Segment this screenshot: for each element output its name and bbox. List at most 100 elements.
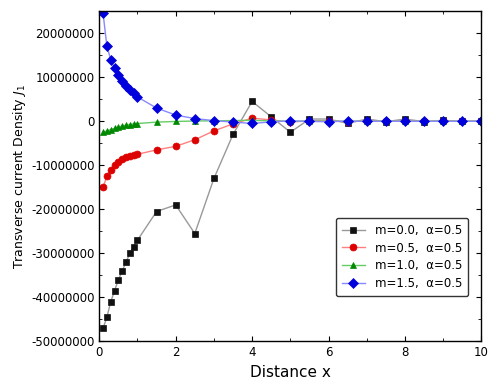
m=1.5,  α=0.5 — [364, 119, 370, 124]
m=0.0,  α=0.5 — [326, 117, 332, 121]
m=0.5,  α=0.5 — [383, 119, 389, 124]
m=1.0,  α=0.5 — [383, 119, 389, 124]
m=0.0,  α=0.5 — [268, 115, 274, 119]
m=0.0,  α=0.5 — [104, 315, 110, 319]
m=0.5,  α=0.5 — [230, 122, 236, 126]
m=0.5,  α=0.5 — [134, 152, 140, 157]
m=1.5,  α=0.5 — [119, 78, 125, 83]
m=0.5,  α=0.5 — [127, 154, 133, 158]
m=1.5,  α=0.5 — [288, 118, 294, 123]
m=1.0,  α=0.5 — [100, 130, 106, 135]
m=0.5,  α=0.5 — [326, 118, 332, 123]
m=1.5,  α=0.5 — [108, 57, 114, 62]
m=0.5,  α=0.5 — [211, 129, 217, 133]
m=0.5,  α=0.5 — [364, 118, 370, 123]
m=0.0,  α=0.5 — [230, 132, 236, 137]
Line: m=1.0,  α=0.5: m=1.0, α=0.5 — [100, 117, 485, 136]
m=1.5,  α=0.5 — [249, 121, 255, 126]
m=1.0,  α=0.5 — [288, 119, 294, 124]
m=1.0,  α=0.5 — [344, 119, 350, 124]
m=1.0,  α=0.5 — [230, 118, 236, 123]
Line: m=0.0,  α=0.5: m=0.0, α=0.5 — [100, 98, 485, 332]
m=1.0,  α=0.5 — [211, 118, 217, 123]
m=0.0,  α=0.5 — [100, 326, 106, 331]
m=1.5,  α=0.5 — [344, 119, 350, 124]
m=0.0,  α=0.5 — [344, 121, 350, 126]
m=1.0,  α=0.5 — [172, 119, 178, 124]
m=0.5,  α=0.5 — [100, 185, 106, 190]
m=1.0,  α=0.5 — [421, 119, 427, 124]
m=1.5,  α=0.5 — [306, 119, 312, 124]
m=0.5,  α=0.5 — [478, 119, 484, 124]
m=0.5,  α=0.5 — [104, 174, 110, 179]
m=0.0,  α=0.5 — [306, 117, 312, 121]
m=1.0,  α=0.5 — [112, 126, 117, 131]
m=1.0,  α=0.5 — [478, 119, 484, 124]
m=1.0,  α=0.5 — [402, 119, 408, 124]
m=1.5,  α=0.5 — [460, 119, 466, 124]
m=1.0,  α=0.5 — [123, 123, 129, 127]
m=0.5,  α=0.5 — [306, 118, 312, 123]
m=0.5,  α=0.5 — [192, 137, 198, 142]
Legend: m=0.0,  α=0.5, m=0.5,  α=0.5, m=1.0,  α=0.5, m=1.5,  α=0.5: m=0.0, α=0.5, m=0.5, α=0.5, m=1.0, α=0.5… — [336, 218, 468, 296]
m=1.5,  α=0.5 — [268, 120, 274, 124]
m=0.0,  α=0.5 — [288, 130, 294, 135]
m=0.5,  α=0.5 — [402, 118, 408, 123]
m=1.5,  α=0.5 — [112, 66, 117, 71]
X-axis label: Distance x: Distance x — [250, 365, 331, 380]
m=1.0,  α=0.5 — [119, 124, 125, 128]
m=0.0,  α=0.5 — [421, 119, 427, 124]
m=1.5,  α=0.5 — [440, 119, 446, 124]
m=1.0,  α=0.5 — [364, 119, 370, 124]
m=1.5,  α=0.5 — [172, 113, 178, 117]
m=1.5,  α=0.5 — [402, 119, 408, 124]
m=0.5,  α=0.5 — [108, 167, 114, 172]
m=0.0,  α=0.5 — [440, 118, 446, 123]
m=1.5,  α=0.5 — [230, 120, 236, 124]
m=0.0,  α=0.5 — [130, 244, 136, 249]
m=0.0,  α=0.5 — [127, 251, 133, 256]
m=1.0,  α=0.5 — [130, 122, 136, 126]
m=1.5,  α=0.5 — [130, 91, 136, 96]
m=0.5,  α=0.5 — [119, 157, 125, 161]
m=0.0,  α=0.5 — [112, 289, 117, 293]
m=1.0,  α=0.5 — [460, 119, 466, 124]
m=0.0,  α=0.5 — [119, 269, 125, 273]
Line: m=1.5,  α=0.5: m=1.5, α=0.5 — [100, 10, 485, 127]
m=1.0,  α=0.5 — [192, 118, 198, 123]
m=0.0,  α=0.5 — [134, 238, 140, 242]
m=1.0,  α=0.5 — [306, 119, 312, 124]
m=0.0,  α=0.5 — [460, 119, 466, 124]
m=1.5,  α=0.5 — [326, 119, 332, 124]
m=1.0,  α=0.5 — [134, 121, 140, 126]
m=1.5,  α=0.5 — [192, 116, 198, 121]
m=0.0,  α=0.5 — [172, 203, 178, 207]
m=0.0,  α=0.5 — [249, 99, 255, 104]
Line: m=0.5,  α=0.5: m=0.5, α=0.5 — [100, 115, 485, 191]
m=1.5,  α=0.5 — [211, 118, 217, 123]
m=0.0,  α=0.5 — [116, 278, 121, 282]
m=1.5,  α=0.5 — [154, 106, 160, 110]
m=1.5,  α=0.5 — [100, 11, 106, 16]
m=1.0,  α=0.5 — [440, 119, 446, 124]
m=1.0,  α=0.5 — [108, 127, 114, 132]
m=1.5,  α=0.5 — [421, 119, 427, 124]
m=1.5,  α=0.5 — [123, 83, 129, 88]
m=0.0,  α=0.5 — [364, 117, 370, 121]
m=1.5,  α=0.5 — [383, 119, 389, 124]
m=0.5,  α=0.5 — [130, 153, 136, 158]
m=0.5,  α=0.5 — [112, 163, 117, 168]
m=1.0,  α=0.5 — [326, 119, 332, 124]
m=1.5,  α=0.5 — [104, 44, 110, 49]
m=0.5,  α=0.5 — [268, 118, 274, 122]
m=0.0,  α=0.5 — [211, 176, 217, 181]
m=0.5,  α=0.5 — [288, 120, 294, 124]
m=1.0,  α=0.5 — [249, 118, 255, 123]
m=1.0,  α=0.5 — [268, 118, 274, 123]
m=0.5,  α=0.5 — [344, 119, 350, 124]
m=1.5,  α=0.5 — [116, 73, 121, 77]
Y-axis label: Transverse current Density $J_1$: Transverse current Density $J_1$ — [11, 84, 28, 269]
m=0.0,  α=0.5 — [192, 231, 198, 236]
m=0.5,  α=0.5 — [154, 147, 160, 152]
m=1.0,  α=0.5 — [127, 122, 133, 127]
